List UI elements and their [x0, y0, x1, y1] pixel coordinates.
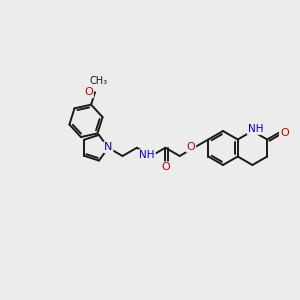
Text: NH: NH — [140, 150, 155, 160]
Text: O: O — [84, 87, 93, 97]
Text: N: N — [104, 142, 112, 152]
Text: O: O — [280, 128, 289, 137]
Text: O: O — [161, 162, 170, 172]
Text: O: O — [187, 142, 195, 152]
Text: NH: NH — [248, 124, 263, 134]
Text: CH₃: CH₃ — [89, 76, 108, 86]
